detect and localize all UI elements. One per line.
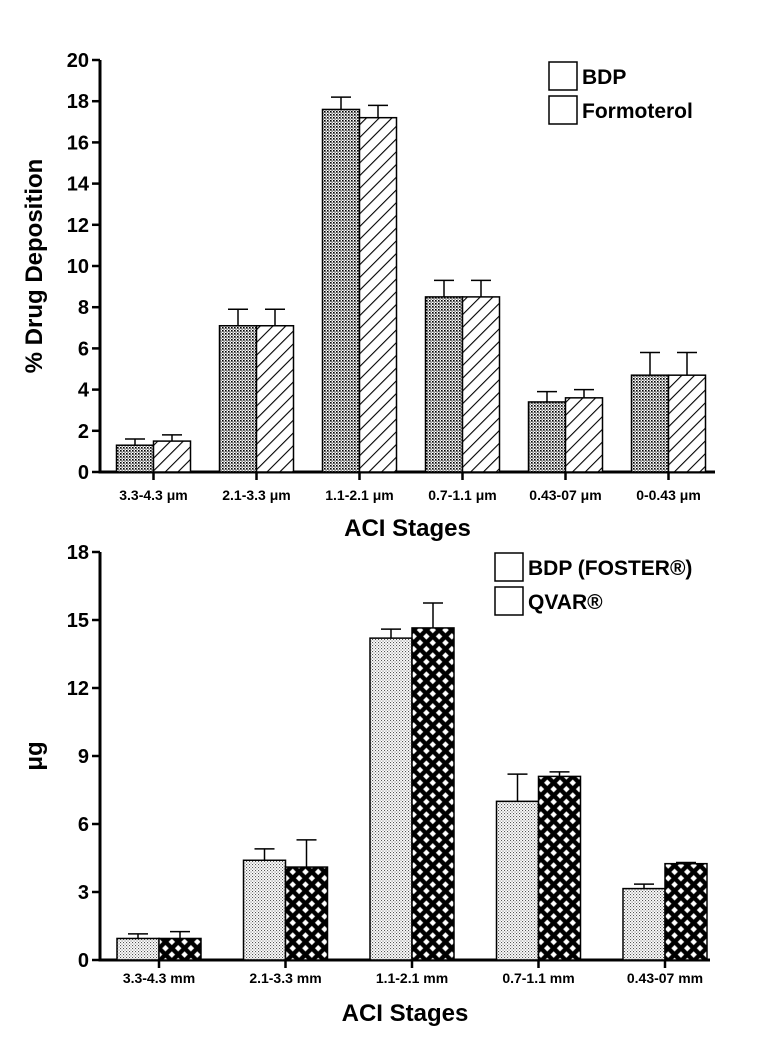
y-tick-label: 9 [78, 746, 89, 768]
y-tick-label: 12 [67, 678, 89, 700]
x-tick-label: 3.3-4.3 μm [119, 487, 188, 503]
x-tick-label: 2.1-3.3 μm [222, 487, 291, 503]
legend-label: QVAR® [528, 591, 603, 614]
chart-top: 0 2 4 6 8 10 12 14 16 18 20 % Drug Deposition ACI St… [21, 50, 715, 542]
x-axis-title: ACI Stages [342, 1000, 469, 1027]
bar [527, 401, 567, 473]
y-tick-label: 0 [78, 950, 89, 972]
x-tick-label: 0.7-1.1 μm [428, 487, 497, 503]
bar [622, 887, 666, 961]
bar [358, 116, 398, 473]
y-tick-label: 6 [78, 338, 89, 360]
bar [255, 324, 295, 473]
y-tick-label: 8 [78, 297, 89, 319]
y-tick-label: 2 [78, 421, 89, 443]
bar [369, 637, 413, 961]
bar [411, 627, 455, 961]
y-axis-title: μg [21, 741, 48, 770]
legend-swatch [494, 586, 524, 616]
bar [495, 800, 540, 961]
bar [630, 374, 670, 473]
x-tick-label: 3.3-4.3 mm [123, 970, 195, 986]
legend-swatch [494, 552, 524, 582]
y-tick-label: 12 [67, 215, 89, 237]
y-tick-label: 18 [67, 91, 89, 113]
y-tick-label: 20 [67, 50, 89, 72]
x-tick-label: 0.7-1.1 mm [502, 970, 574, 986]
y-tick-label: 6 [78, 814, 89, 836]
x-tick-label: 1.1-2.1 mm [376, 970, 448, 986]
bar [284, 866, 329, 961]
legend-label: BDP [582, 66, 626, 89]
y-tick-label: 16 [67, 132, 89, 154]
y-tick-label: 0 [78, 462, 89, 484]
chart-bottom: 0 3 6 9 12 15 18 μg ACI Stages 3.3-4.3 mm 2.1-3.3 … [21, 542, 710, 1027]
bar [152, 440, 192, 473]
y-tick-label: 14 [67, 174, 90, 196]
bar [116, 937, 160, 961]
x-tick-label: 0.43-07 μm [529, 487, 601, 503]
y-tick-label: 18 [67, 542, 89, 564]
x-tick-label: 2.1-3.3 mm [249, 970, 321, 986]
x-tick-label: 0-0.43 μm [636, 487, 701, 503]
x-tick-label: 0.43-07 mm [627, 970, 703, 986]
bar [424, 296, 464, 473]
bar [564, 397, 604, 473]
bar [321, 108, 361, 473]
y-axis-title: % Drug Deposition [21, 159, 48, 374]
bar [115, 444, 155, 473]
bar [461, 296, 501, 473]
x-axis-title: ACI Stages [344, 515, 471, 542]
bar [537, 775, 582, 961]
x-tick-label: 1.1-2.1 μm [325, 487, 394, 503]
bar [218, 324, 258, 473]
y-tick-label: 15 [67, 610, 89, 632]
bar [242, 859, 287, 961]
legend-swatch [548, 95, 578, 125]
y-tick-label: 4 [78, 380, 90, 402]
legend-label: Formoterol [582, 100, 693, 123]
y-tick-label: 3 [78, 882, 89, 904]
y-tick-label: 10 [67, 256, 89, 278]
legend-label: BDP (FOSTER®) [528, 557, 692, 580]
legend-swatch [548, 61, 578, 91]
bar [664, 862, 708, 961]
bar [667, 374, 707, 473]
bar [158, 937, 202, 961]
